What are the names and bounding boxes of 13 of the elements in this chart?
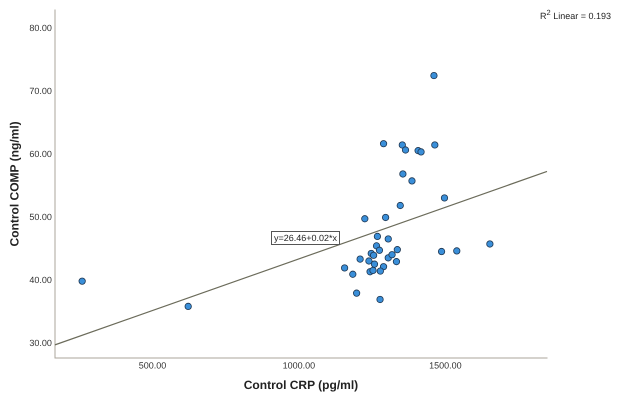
y-tick-label: 30.00 (29, 338, 52, 348)
x-tick-label: 1500.00 (429, 360, 462, 371)
x-axis-title: Control CRP (pg/ml) (244, 378, 358, 392)
annotation: R$^{2}$ Linear = 0.193 (540, 8, 611, 21)
x-tick-label: 1000.00 (282, 360, 316, 371)
y-tick-label: 70.00 (29, 86, 52, 96)
x-tick-label: 500.00 (138, 360, 166, 371)
y-tick-label: 50.00 (29, 212, 52, 222)
y-tick-label: 40.00 (29, 275, 52, 286)
y-tick-label: 80.00 (29, 22, 52, 33)
y-tick-label: 60.00 (29, 148, 52, 159)
annotation: y=26.46+0.02*x (271, 231, 340, 245)
y-axis-title: Control COMP (ng/ml) (8, 121, 22, 246)
